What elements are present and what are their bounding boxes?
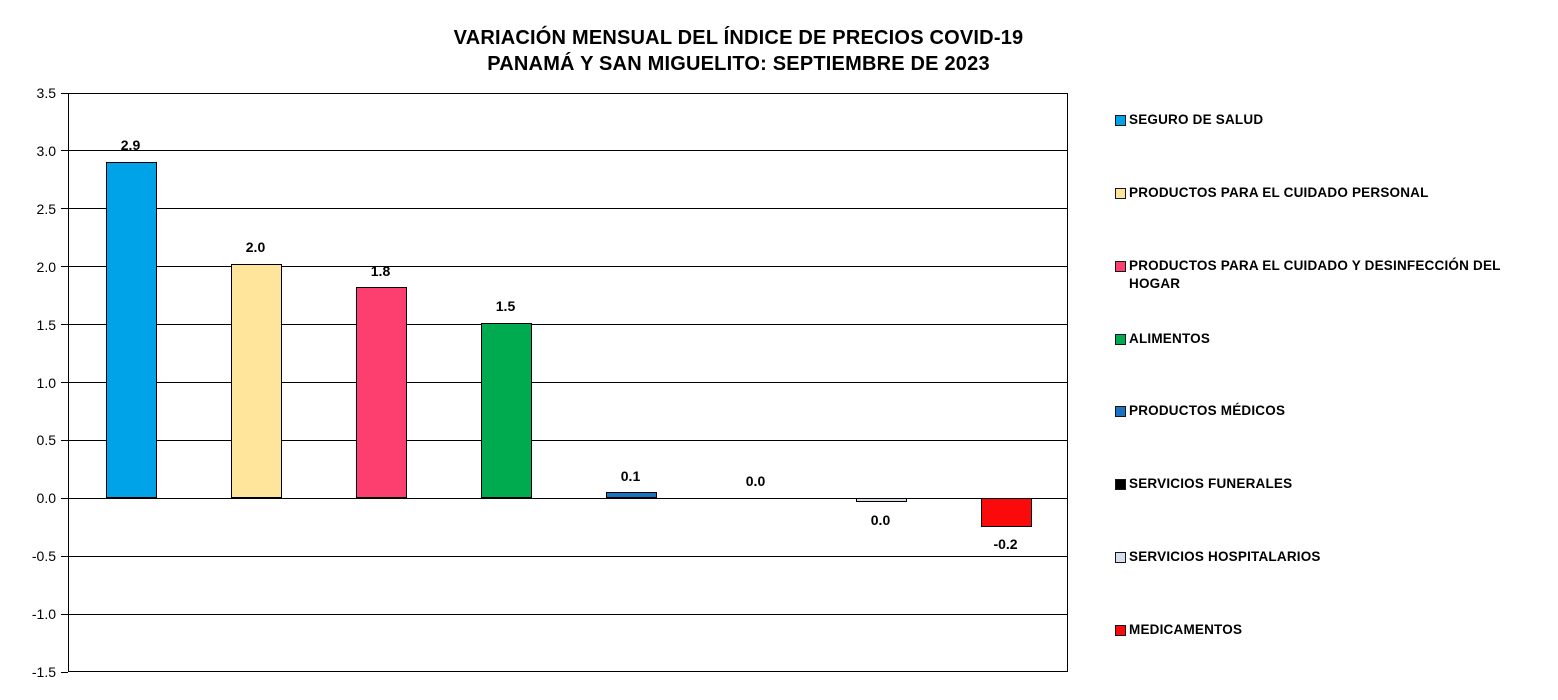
y-axis-tick-mark xyxy=(61,208,68,210)
bar-seguro-de-salud xyxy=(106,161,157,498)
legend-item-label: SERVICIOS HOSPITALARIOS xyxy=(1129,549,1321,564)
y-axis-tick-label: -0.5 xyxy=(31,548,56,565)
bar-productos-para-el-cuidado-personal xyxy=(231,263,282,498)
gridline xyxy=(69,613,1067,615)
legend-color-swatch-icon xyxy=(1115,552,1126,563)
gridline xyxy=(69,439,1067,441)
y-axis-tick-mark xyxy=(61,439,68,441)
y-axis-tick-label: 2.0 xyxy=(36,258,56,275)
y-axis-tick-mark xyxy=(61,497,68,499)
y-axis-tick-label: -1.5 xyxy=(31,664,56,680)
bar-value-label-productos-para-el-cuidado-personal: 2.0 xyxy=(245,239,266,256)
legend-color-swatch-icon xyxy=(1115,261,1126,272)
gridline xyxy=(69,208,1067,210)
bar-value-label-medicamentos: -0.2 xyxy=(993,536,1018,553)
y-axis-tick-mark xyxy=(61,92,68,94)
legend-item-label: PRODUCTOS MÉDICOS xyxy=(1129,403,1286,418)
bar-value-label-seguro-de-salud: 2.9 xyxy=(120,137,141,154)
legend-item-label: MEDICAMENTOS xyxy=(1129,622,1243,637)
legend-color-swatch-icon xyxy=(1115,115,1126,126)
bar-medicamentos xyxy=(981,497,1032,527)
bar-servicios-hospitalarios xyxy=(856,497,907,503)
y-axis-tick-mark xyxy=(61,324,68,326)
gridline xyxy=(69,555,1067,557)
bar-productos-para-el-cuidado-y-desinfeccion-del-hogar xyxy=(356,287,407,498)
y-axis-tick-label: 0.5 xyxy=(36,432,56,449)
legend-color-swatch-icon xyxy=(1115,334,1126,345)
bar-value-label-alimentos: 1.5 xyxy=(495,298,516,315)
legend-item-label: PRODUCTOS PARA EL CUIDADO PERSONAL xyxy=(1129,185,1429,200)
legend-color-swatch-icon xyxy=(1115,479,1126,490)
y-axis-tick-mark xyxy=(61,613,68,615)
chart-title: VARIACIÓN MENSUAL DEL ÍNDICE DE PRECIOS … xyxy=(0,25,1477,77)
y-axis-tick-label: 1.5 xyxy=(36,316,56,333)
legend-item-label: PRODUCTOS PARA EL CUIDADO Y DESINFECCIÓN… xyxy=(1129,258,1501,291)
bar-value-label-servicios-hospitalarios: 0.0 xyxy=(870,511,891,528)
y-axis-tick-label: -1.0 xyxy=(31,606,56,623)
gridline xyxy=(69,150,1067,152)
gridline xyxy=(69,266,1067,268)
y-axis-tick-mark xyxy=(61,671,68,673)
chart-title-line1: VARIACIÓN MENSUAL DEL ÍNDICE DE PRECIOS … xyxy=(453,27,1024,49)
y-axis-tick-label: 1.0 xyxy=(36,374,56,391)
gridline xyxy=(69,382,1067,383)
y-axis-tick-mark xyxy=(61,150,68,152)
gridline xyxy=(69,324,1067,326)
y-axis-tick-label: 0.0 xyxy=(36,490,56,507)
gridline xyxy=(69,497,1067,499)
legend-item-label: SEGURO DE SALUD xyxy=(1129,112,1264,127)
bar-value-label-productos-para-el-cuidado-y-desinfeccion-del-hogar: 1.8 xyxy=(370,262,391,279)
y-axis-tick-label: 3.0 xyxy=(36,142,56,159)
legend-item-label: SERVICIOS FUNERALES xyxy=(1129,476,1293,491)
y-axis-tick-mark xyxy=(61,382,68,383)
legend-color-swatch-icon xyxy=(1115,406,1126,417)
bar-value-label-servicios-funerales: 0.0 xyxy=(745,473,766,490)
y-axis-tick-label: 3.5 xyxy=(36,85,56,101)
y-axis-tick-label: 2.5 xyxy=(36,200,56,217)
y-axis-tick-mark xyxy=(61,266,68,268)
legend-item-label: ALIMENTOS xyxy=(1129,331,1211,346)
y-axis-tick-mark xyxy=(61,555,68,557)
chart-title-line2: PANAMÁ Y SAN MIGUELITO: SEPTIEMBRE DE 20… xyxy=(487,53,990,75)
bar-value-label-productos-medicos: 0.1 xyxy=(620,467,641,484)
legend-color-swatch-icon xyxy=(1115,625,1126,636)
plot-area xyxy=(68,93,1068,672)
bar-productos-medicos xyxy=(606,492,657,498)
legend-color-swatch-icon xyxy=(1115,188,1126,199)
bar-alimentos xyxy=(481,322,532,498)
